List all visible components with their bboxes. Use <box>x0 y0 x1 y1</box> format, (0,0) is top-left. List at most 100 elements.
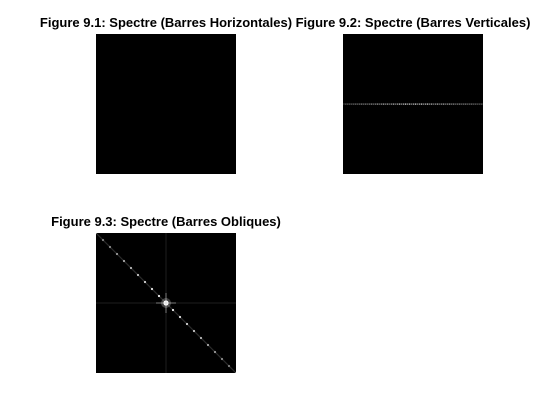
figure-3-diagonal-dot <box>115 252 119 256</box>
figure-2-frequency-dot <box>351 103 353 105</box>
figure-2-frequency-dot <box>377 103 379 105</box>
figure-2-frequency-dot <box>381 103 383 105</box>
figure-2-frequency-dot <box>369 103 371 105</box>
figure-2-frequency-dot <box>345 103 347 105</box>
figure-3-diagonal-dot <box>178 315 182 319</box>
figure-3-diagonal-dot <box>213 350 217 354</box>
figure-2-frequency-dot <box>405 103 407 105</box>
figure-2-frequency-dot <box>453 103 455 105</box>
figure-2-frequency-dot <box>427 103 429 105</box>
figure-2-frequency-dot <box>447 103 449 105</box>
figure-2-frequency-dot <box>359 103 361 105</box>
figure-2-frequency-dot <box>379 103 381 105</box>
figure-2-frequency-dot <box>463 103 465 105</box>
figure-2-frequency-dot <box>435 103 437 105</box>
figure-1-title: Figure 9.1: Spectre (Barres Horizontales… <box>39 15 293 30</box>
figure-2-frequency-dot <box>413 103 415 105</box>
figure-2-frequency-dot <box>481 103 483 105</box>
figure-2-frequency-dot <box>397 103 399 105</box>
figure-3-diagonal-dot <box>96 233 98 235</box>
figure-2-frequency-dot <box>455 103 457 105</box>
figure-2-frequency-dot <box>473 103 475 105</box>
figure-1-spectrum-image <box>96 34 236 174</box>
figure-2-frequency-dot <box>357 103 359 105</box>
figure-3-title: Figure 9.3: Spectre (Barres Obliques) <box>51 214 281 229</box>
figure-1-spectrum-canvas <box>96 34 236 174</box>
figure-2-frequency-dot <box>471 103 473 105</box>
figure-3-spectrum-canvas <box>96 233 236 373</box>
figure-2-frequency-dot <box>415 103 417 105</box>
figure-2-frequency-dot <box>441 103 443 105</box>
figure-2-frequency-dot <box>347 103 349 105</box>
figure-2-frequency-dot <box>457 103 459 105</box>
figure-3-diagonal-dot <box>206 343 210 347</box>
figure-2-spectrum-canvas <box>343 34 483 174</box>
figure-2-frequency-dot <box>419 103 421 105</box>
figure-2-title: Figure 9.2: Spectre (Barres Verticales) <box>295 15 531 30</box>
figure-2-frequency-dot <box>349 103 351 105</box>
figure-2-frequency-dot <box>425 103 427 105</box>
figure-2-frequency-dot <box>475 103 477 105</box>
figure-2-frequency-dot <box>409 103 411 105</box>
figure-2-frequency-dot <box>401 103 403 105</box>
figure-2-frequency-dot <box>383 103 385 105</box>
figure-3-diagonal-dot <box>157 294 161 298</box>
figure-2-frequency-dot <box>443 103 445 105</box>
figure-3-diagonal-dot <box>171 308 175 312</box>
figure-2-frequency-dots <box>345 103 483 105</box>
figure-2-frequency-dot <box>439 103 441 105</box>
figure-2-frequency-dot <box>467 103 469 105</box>
figure-3-diagonal-dot <box>192 329 196 333</box>
figure-2-frequency-dot <box>395 103 397 105</box>
figure-2-frequency-dot <box>361 103 363 105</box>
figure-2-frequency-dot <box>431 103 433 105</box>
figure-2-frequency-dot <box>437 103 439 105</box>
figure-2-frequency-dot <box>411 103 413 105</box>
figure-2-frequency-dot <box>387 103 389 105</box>
figure-2-frequency-dot <box>423 103 425 105</box>
figure-2-frequency-dot <box>373 103 375 105</box>
figure-3-diagonal-dot <box>122 259 126 263</box>
figure-3-diagonal-dot <box>129 266 133 270</box>
figure-2-frequency-dot <box>459 103 461 105</box>
figure-2-frequency-dot <box>365 103 367 105</box>
figure-3-diagonal-dot <box>150 287 154 291</box>
figure-2-frequency-dot <box>469 103 471 105</box>
figure-2-frequency-dot <box>449 103 451 105</box>
figure-2-frequency-dot <box>403 103 405 105</box>
figure-2-frequency-dot <box>417 103 419 105</box>
figure-2-frequency-dot <box>375 103 377 105</box>
figure-3-spectrum-image <box>96 233 236 373</box>
figure-3-diagonal-dot <box>108 245 112 249</box>
figure-3-diagonal-dot <box>185 322 189 326</box>
figure-2-frequency-dot <box>445 103 447 105</box>
figure-2-frequency-dot <box>429 103 431 105</box>
figure-2-frequency-dot <box>477 103 479 105</box>
figure-2-spectrum-image <box>343 34 483 174</box>
figure-2-frequency-dot <box>421 103 423 105</box>
figure-2-frequency-dot <box>479 103 481 105</box>
figure-3-diagonal-dot <box>136 273 140 277</box>
figure-3-diagonal-dot <box>199 336 203 340</box>
figure-3-diagonal-dot <box>234 371 236 373</box>
figure-3-diagonal-dot <box>101 238 105 242</box>
figure-2-frequency-dot <box>407 103 409 105</box>
figure-2-frequency-dot <box>391 103 393 105</box>
figure-2-frequency-dot <box>353 103 355 105</box>
figure-2-frequency-dot <box>355 103 357 105</box>
figure-2-frequency-dot <box>465 103 467 105</box>
figure-2-frequency-dot <box>451 103 453 105</box>
figure-2-frequency-dot <box>363 103 365 105</box>
figure-2-frequency-dot <box>367 103 369 105</box>
figure-3-diagonal-dot <box>227 364 231 368</box>
figure-3-diagonal-dots <box>96 233 236 373</box>
figure-2-frequency-dot <box>399 103 401 105</box>
figure-2-frequency-dot <box>389 103 391 105</box>
figure-3-diagonal-dot <box>220 357 224 361</box>
figure-2-frequency-dot <box>385 103 387 105</box>
figure-2-frequency-dot <box>371 103 373 105</box>
figure-2-frequency-dot <box>433 103 435 105</box>
figure-2-frequency-dot <box>393 103 395 105</box>
figure-3-diagonal-dot <box>143 280 147 284</box>
